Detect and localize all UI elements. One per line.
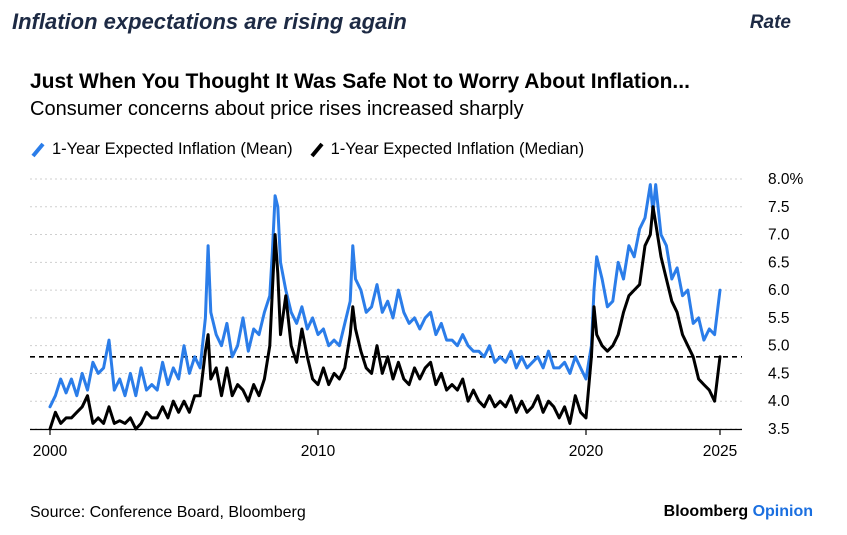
top-bar: Inflation expectations are rising again … — [0, 0, 847, 44]
y-tick-label: 6.5 — [768, 254, 790, 271]
legend-swatch-median-icon — [310, 142, 324, 157]
brand-main: Bloomberg — [663, 503, 749, 520]
category-label[interactable]: Rate — [749, 12, 791, 33]
chart-subtitle: Consumer concerns about price rises incr… — [30, 98, 524, 120]
y-tick-label: 4.0 — [768, 393, 790, 410]
y-tick-label: 7.5 — [768, 199, 790, 216]
x-tick-label: 2025 — [703, 443, 737, 460]
legend-label-mean: 1-Year Expected Inflation (Mean) — [52, 140, 293, 158]
y-tick-label: 4.5 — [768, 365, 790, 382]
y-tick-label: 8.0% — [768, 171, 804, 188]
y-tick-label: 3.5 — [768, 421, 790, 438]
series-layer — [48, 183, 722, 431]
x-tick-label: 2000 — [33, 443, 68, 460]
x-tick-label: 2020 — [569, 443, 604, 460]
chart-title: Just When You Thought It Was Safe Not to… — [30, 70, 690, 93]
y-tick-label: 5.5 — [768, 310, 790, 327]
headline: Inflation expectations are rising again — [12, 9, 407, 34]
series-line-mean — [48, 183, 722, 409]
y-tick-label: 6.0 — [768, 282, 790, 299]
series-line-median — [48, 205, 722, 431]
legend-label-median: 1-Year Expected Inflation (Median) — [330, 140, 585, 158]
x-tick-label: 2010 — [301, 443, 336, 460]
brand-accent: Opinion — [752, 503, 813, 520]
legend-swatch-mean-icon — [31, 142, 45, 157]
legend-item-mean: 1-Year Expected Inflation (Mean) — [30, 140, 293, 159]
source-note: Source: Conference Board, Bloomberg — [30, 504, 306, 521]
chart-legend: 1-Year Expected Inflation (Mean) 1-Year … — [30, 140, 584, 159]
y-tick-label: 7.0 — [768, 227, 790, 244]
brand-logo: Bloomberg Opinion — [664, 503, 813, 521]
legend-item-median: 1-Year Expected Inflation (Median) — [309, 140, 584, 159]
axis-layer: 3.5 4.0 4.5 5.0 5.5 6.0 6.5 7.0 7.5 8.0% 2000 2010 2… — [30, 171, 804, 460]
y-tick-label: 5.0 — [768, 338, 790, 355]
